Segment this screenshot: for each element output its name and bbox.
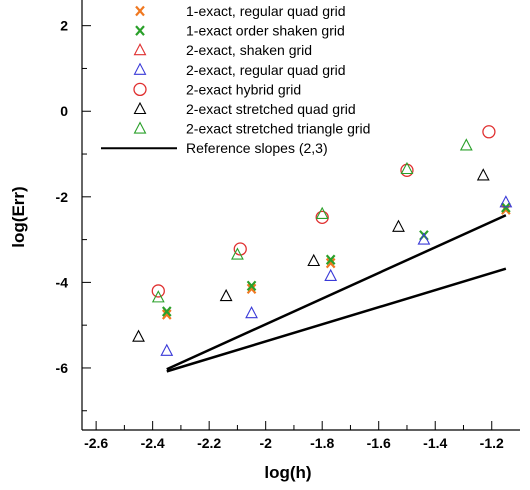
data-point [459,138,473,151]
legend-label: 2-exact hybrid grid [186,81,301,97]
data-point [132,329,145,342]
data-point [151,290,165,303]
data-point [161,309,172,320]
y-tick-label: -6 [56,360,69,376]
x-tick-label: -1.8 [310,435,334,451]
x-tick-label: -1.4 [423,435,447,451]
reference-lines [166,214,507,373]
y-tick-label: -2 [56,189,69,205]
data-point [476,168,490,181]
x-axis-label: log(h) [264,463,311,482]
axes [81,0,520,431]
marker-stroke [501,202,511,213]
y-tick-label: -4 [56,274,69,290]
legend-label: 1-exact, regular quad grid [186,3,346,19]
legend-label: 2-exact, shaken grid [186,42,312,58]
legend-label: 2-exact, regular quad grid [186,62,346,78]
data-point [315,210,329,225]
legend-marker [133,121,147,134]
data-point [400,163,414,177]
data-point [219,288,233,302]
data-point [161,306,172,317]
legend-marker [135,25,145,36]
data-point [392,219,405,232]
data-point [325,257,336,269]
marker-stroke [246,280,257,292]
legend-label: 2-exact stretched quad grid [186,101,356,117]
data-point [315,206,329,219]
legend-label: 2-exact stretched triangle grid [186,121,370,137]
marker-stroke [246,283,257,295]
x-tick-label: -1.2 [480,435,504,451]
data-point [307,253,321,267]
data-point [246,280,257,292]
x-tick-label: -2.6 [84,435,108,451]
data-points [132,125,513,356]
legend-marker [133,43,147,56]
data-point [160,343,174,356]
data-point [246,283,257,295]
marker-stroke [161,306,172,317]
data-point [324,268,338,282]
data-point [499,195,513,208]
marker-stroke [325,254,336,265]
reference-slope-line [166,214,507,371]
data-point [151,284,165,298]
marker-stroke [135,5,145,17]
y-tick-label: 0 [60,103,68,119]
ticks: -2.6 -2.4 -2.2 -2 -1.8 -1.6 -1.4 -1.2 2 0 -2 -4 -6 [56,18,504,451]
legend-label: 1-exact order shaken grid [186,23,345,39]
data-point [325,254,336,265]
data-point [482,125,496,139]
legend-marker [133,62,147,75]
data-point [400,161,414,175]
data-point [231,247,244,260]
marker-stroke [325,257,336,269]
legend-marker [133,82,147,97]
legend-label: Reference slopes (2,3) [186,140,328,156]
data-point [417,232,431,245]
data-point [245,306,258,319]
x-tick-label: -1.6 [367,435,391,451]
y-axis-label: log(Err) [9,186,28,247]
legend-marker [135,5,145,17]
y-tick-label: 2 [60,18,68,34]
x-tick-label: -2.4 [141,435,165,451]
data-point [501,202,511,213]
legend: 1-exact, regular quad grid 1-exact order … [101,3,370,156]
marker-stroke [161,309,172,320]
legend-marker [133,101,147,115]
reference-slope-line [166,267,507,373]
x-tick-label: -2 [259,435,272,451]
x-tick-label: -2.2 [197,435,221,451]
marker-stroke [135,25,145,36]
